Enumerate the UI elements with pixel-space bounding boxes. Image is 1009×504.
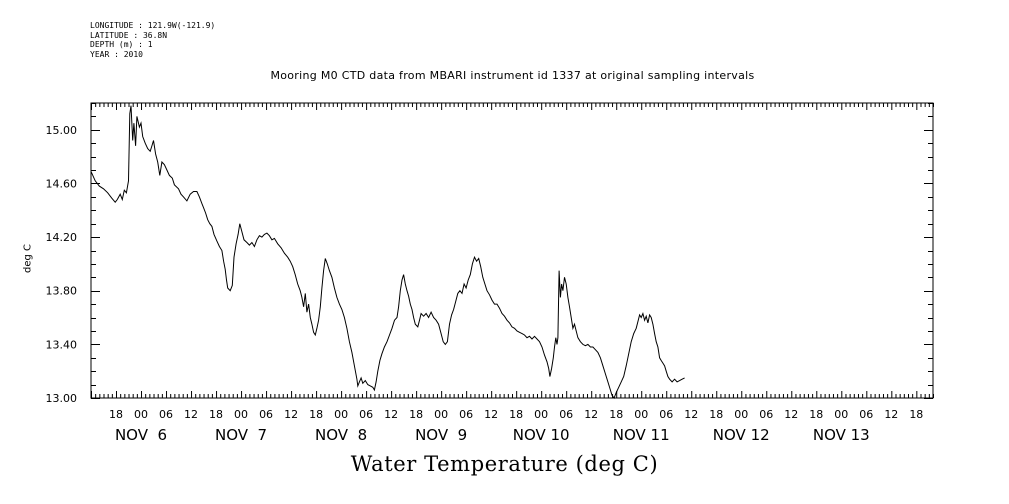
x-hour-label: 18 [509,408,523,421]
x-hour-label: 18 [609,408,623,421]
series-line-water-temperature [90,105,685,400]
y-tick-label: 13.80 [46,285,78,298]
x-day-label: NOV 7 [215,426,267,444]
latitude-text: LATITUDE : 36.8N [90,30,168,40]
x-hour-label: 06 [259,408,273,421]
x-hour-label: 06 [759,408,773,421]
x-hour-label: 12 [384,408,398,421]
x-hour-label: 00 [534,408,548,421]
x-day-label: NOV 13 [813,426,870,444]
y-tick-label: 15.00 [46,124,78,137]
x-hour-label: 12 [484,408,498,421]
chart-title: Mooring M0 CTD data from MBARI instrumen… [270,69,755,82]
depth-text: DEPTH (m) : 1 [90,40,153,50]
x-hour-label: 00 [134,408,148,421]
x-hour-label: 00 [634,408,648,421]
x-day-label: NOV 8 [315,426,367,444]
y-axis-label: deg C [22,244,34,274]
x-hour-label: 00 [234,408,248,421]
x-hour-label: 18 [709,408,723,421]
day-labels: NOV 6 NOV 7 NOV 8 NOV 9 NOV 10 NOV 11 NOV 12 NO… [115,426,870,444]
x-hour-label: 18 [109,408,123,421]
tick-layer [91,103,934,399]
x-day-label: NOV 6 [115,426,167,444]
x-hour-label: 00 [434,408,448,421]
y-tick-label: 13.40 [46,338,78,351]
longitude-text: LONGITUDE : 121.9W(-121.9) [90,21,216,30]
x-hour-label: 12 [284,408,298,421]
x-hour-label: 18 [209,408,223,421]
metadata-block: LONGITUDE : 121.9W(-121.9) LATITUDE : 36… [90,21,215,59]
y-tick-labels: 13.00 13.40 13.80 14.20 14.60 15.00 [46,124,78,405]
x-hour-label: 18 [909,408,923,421]
y-tick-label: 14.20 [46,231,78,244]
year-text: YEAR : 2010 [90,49,143,59]
y-tick-label: 13.00 [46,392,78,405]
x-day-label: NOV 9 [415,426,467,444]
x-hour-label: 06 [859,408,873,421]
x-tick-labels: 18 00 06 12 18 00 06 12 18 00 06 12 18 00 06 12 18 00 06 12… [109,408,923,421]
x-hour-label: 06 [659,408,673,421]
x-hour-label: 18 [809,408,823,421]
x-day-label: NOV 11 [613,426,670,444]
x-day-label: NOV 12 [713,426,770,444]
x-hour-label: 12 [884,408,898,421]
x-hour-label: 18 [409,408,423,421]
x-hour-label: 06 [559,408,573,421]
x-hour-label: 00 [834,408,848,421]
x-hour-label: 12 [784,408,798,421]
x-day-label: NOV 10 [513,426,570,444]
x-hour-label: 00 [334,408,348,421]
x-hour-label: 06 [459,408,473,421]
x-hour-label: 12 [184,408,198,421]
x-hour-label: 06 [359,408,373,421]
plot-frame [90,102,934,399]
x-hour-label: 00 [734,408,748,421]
y-tick-label: 14.60 [46,177,78,190]
x-hour-label: 18 [309,408,323,421]
x-hour-label: 06 [159,408,173,421]
x-hour-label: 12 [684,408,698,421]
x-hour-label: 12 [584,408,598,421]
x-axis-label: Water Temperature (deg C) [350,452,659,476]
